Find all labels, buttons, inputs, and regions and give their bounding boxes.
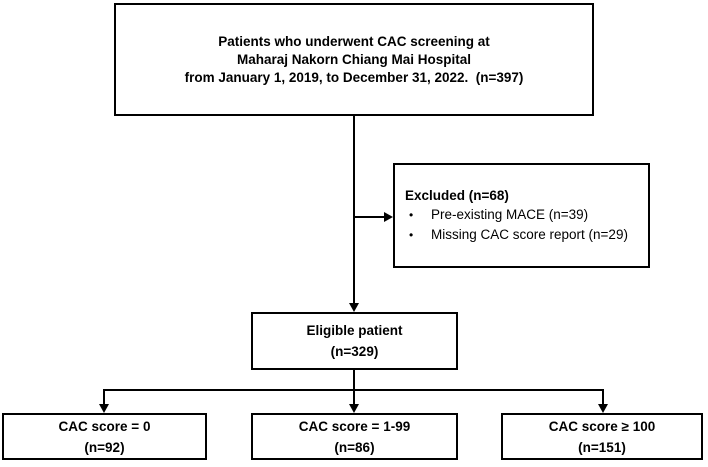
arrowhead-outcome-right-icon — [598, 404, 608, 413]
arrowhead-eligible-icon — [349, 303, 359, 312]
outcome-n: (n=86) — [334, 439, 375, 455]
connector-branch-left — [103, 389, 105, 404]
bullet-marker-icon — [405, 205, 431, 225]
connector-branch-right — [602, 389, 604, 404]
excluded-box: Excluded (n=68) Pre-existing MACE (n=39)… — [393, 163, 650, 268]
eligible-line-1: Eligible patient — [306, 323, 403, 338]
arrowhead-excluded-icon — [384, 212, 393, 222]
excluded-item-label: Missing CAC score report (n=29) — [431, 227, 628, 242]
outcome-box-cac-1-99: CAC score = 1-99 (n=86) — [251, 413, 458, 460]
arrowhead-outcome-left-icon — [99, 404, 109, 413]
eligible-box: Eligible patient (n=329) — [251, 312, 458, 370]
outcome-n: (n=92) — [84, 439, 125, 455]
outcome-n: (n=151) — [578, 439, 626, 455]
enrollment-line-2: Maharaj Nakorn Chiang Mai Hospital — [236, 51, 472, 67]
bullet-marker-icon — [405, 225, 431, 245]
enrollment-box: Patients who underwent CAC screening at … — [114, 3, 594, 116]
excluded-item-label: Pre-existing MACE (n=39) — [431, 207, 589, 222]
excluded-item: Pre-existing MACE (n=39) — [405, 205, 644, 225]
excluded-title: Excluded (n=68) — [405, 188, 509, 203]
connector-enrollment-to-eligible — [353, 116, 355, 304]
connector-to-excluded — [353, 216, 385, 218]
excluded-item: Missing CAC score report (n=29) — [405, 225, 644, 245]
branch-line — [103, 389, 604, 391]
outcome-label: CAC score = 1-99 — [298, 418, 411, 434]
connector-eligible-to-branch — [353, 370, 355, 404]
outcome-box-cac-ge-100: CAC score ≥ 100 (n=151) — [501, 413, 703, 460]
arrowhead-outcome-middle-icon — [349, 404, 359, 413]
outcome-label: CAC score = 0 — [58, 418, 151, 434]
enrollment-line-3: from January 1, 2019, to December 31, 20… — [184, 69, 524, 85]
outcome-label: CAC score ≥ 100 — [548, 418, 656, 434]
enrollment-line-1: Patients who underwent CAC screening at — [218, 33, 490, 49]
eligible-line-2: (n=329) — [330, 344, 379, 359]
outcome-box-cac-0: CAC score = 0 (n=92) — [2, 413, 207, 460]
